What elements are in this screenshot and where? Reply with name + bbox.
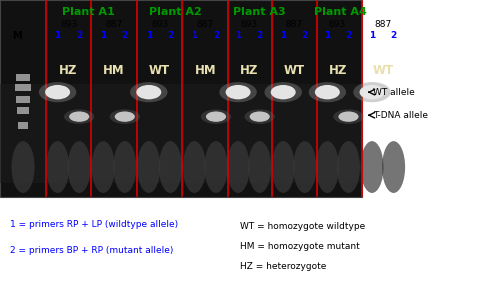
Text: Plant A4: Plant A4 <box>314 7 367 17</box>
Ellipse shape <box>113 141 136 193</box>
Text: 887: 887 <box>197 20 214 29</box>
Ellipse shape <box>183 141 206 193</box>
Text: 1: 1 <box>54 31 61 41</box>
Text: 887: 887 <box>286 20 303 29</box>
Ellipse shape <box>136 85 161 99</box>
Text: 693: 693 <box>329 20 346 29</box>
Text: 1: 1 <box>235 31 241 41</box>
Text: 2: 2 <box>390 31 397 41</box>
Text: 2: 2 <box>167 31 174 41</box>
Ellipse shape <box>227 141 250 193</box>
Ellipse shape <box>338 111 359 122</box>
Text: 1: 1 <box>324 31 331 41</box>
Bar <box>17 107 29 114</box>
Text: 2: 2 <box>76 31 83 41</box>
Text: T-DNA allele: T-DNA allele <box>373 111 429 120</box>
Text: HM: HM <box>194 64 216 77</box>
Ellipse shape <box>159 141 182 193</box>
Text: 1: 1 <box>191 31 198 41</box>
Text: 2: 2 <box>256 31 263 41</box>
Text: Plant A2: Plant A2 <box>149 7 202 17</box>
Text: WT allele: WT allele <box>373 88 415 97</box>
Text: HZ: HZ <box>329 64 347 77</box>
Text: 2 = primers BP + RP (mutant allele): 2 = primers BP + RP (mutant allele) <box>10 246 173 255</box>
Text: WT: WT <box>372 64 394 77</box>
Ellipse shape <box>309 82 346 102</box>
Ellipse shape <box>293 141 316 193</box>
Text: HM: HM <box>103 64 125 77</box>
Ellipse shape <box>206 111 226 122</box>
Text: 887: 887 <box>106 20 123 29</box>
Text: 2: 2 <box>121 31 128 41</box>
Ellipse shape <box>353 82 391 102</box>
Bar <box>0 84 362 183</box>
Bar <box>0 0 362 197</box>
Text: WT: WT <box>149 64 170 77</box>
Text: 1: 1 <box>145 31 152 41</box>
Ellipse shape <box>46 141 69 193</box>
Text: HZ: HZ <box>240 64 258 77</box>
Text: HM = homozygote mutant: HM = homozygote mutant <box>240 242 360 251</box>
Text: WT = homozygote wildtype: WT = homozygote wildtype <box>240 221 365 231</box>
Text: 693: 693 <box>151 20 168 29</box>
Text: 1: 1 <box>369 31 375 41</box>
Text: 1 = primers RP + LP (wildtype allele): 1 = primers RP + LP (wildtype allele) <box>10 220 178 229</box>
Ellipse shape <box>382 141 405 193</box>
Ellipse shape <box>316 141 339 193</box>
Text: WT: WT <box>283 64 305 77</box>
Text: HZ = heterozygote: HZ = heterozygote <box>240 262 326 271</box>
Text: Plant A1: Plant A1 <box>62 7 115 17</box>
Ellipse shape <box>39 82 76 102</box>
Ellipse shape <box>360 141 384 193</box>
Ellipse shape <box>248 141 271 193</box>
Ellipse shape <box>272 141 295 193</box>
Ellipse shape <box>68 141 91 193</box>
Bar <box>16 74 30 81</box>
Ellipse shape <box>271 85 296 99</box>
Text: 887: 887 <box>374 20 392 29</box>
Bar <box>18 122 28 129</box>
Ellipse shape <box>333 109 364 124</box>
Ellipse shape <box>264 82 302 102</box>
Text: 2: 2 <box>301 31 308 41</box>
Bar <box>15 84 31 91</box>
Ellipse shape <box>250 111 270 122</box>
Ellipse shape <box>204 141 228 193</box>
Ellipse shape <box>315 85 340 99</box>
Ellipse shape <box>92 141 115 193</box>
Text: 1: 1 <box>100 31 107 41</box>
Ellipse shape <box>115 111 135 122</box>
Ellipse shape <box>130 82 168 102</box>
Text: 693: 693 <box>240 20 257 29</box>
Bar <box>16 96 30 103</box>
Ellipse shape <box>244 109 275 124</box>
Text: HZ: HZ <box>59 64 78 77</box>
Ellipse shape <box>137 141 160 193</box>
Text: 1: 1 <box>280 31 287 41</box>
Ellipse shape <box>12 141 35 193</box>
Ellipse shape <box>109 109 140 124</box>
Ellipse shape <box>337 141 360 193</box>
Ellipse shape <box>226 85 251 99</box>
Ellipse shape <box>360 85 384 99</box>
Ellipse shape <box>201 109 231 124</box>
Ellipse shape <box>64 109 94 124</box>
Ellipse shape <box>219 82 257 102</box>
Ellipse shape <box>69 111 89 122</box>
Text: 2: 2 <box>213 31 219 41</box>
Text: Plant A3: Plant A3 <box>233 7 286 17</box>
Ellipse shape <box>45 85 70 99</box>
Text: 693: 693 <box>60 20 77 29</box>
Text: 2: 2 <box>345 31 352 41</box>
Text: M: M <box>12 31 22 41</box>
